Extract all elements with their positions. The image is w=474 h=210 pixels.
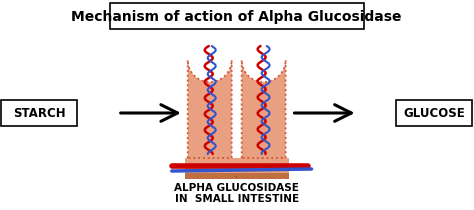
Text: IN  SMALL INTESTINE: IN SMALL INTESTINE <box>174 194 299 204</box>
Text: STARCH: STARCH <box>13 106 65 119</box>
FancyBboxPatch shape <box>396 100 473 126</box>
FancyBboxPatch shape <box>1 100 77 126</box>
Text: GLUCOSE: GLUCOSE <box>403 106 465 119</box>
Polygon shape <box>242 60 286 158</box>
FancyBboxPatch shape <box>110 3 364 29</box>
Text: Mechanism of action of Alpha Glucosidase: Mechanism of action of Alpha Glucosidase <box>72 10 402 24</box>
Bar <box>185 158 289 178</box>
Text: ALPHA GLUCOSIDASE: ALPHA GLUCOSIDASE <box>174 183 299 193</box>
Polygon shape <box>188 60 232 158</box>
Bar <box>185 173 289 179</box>
